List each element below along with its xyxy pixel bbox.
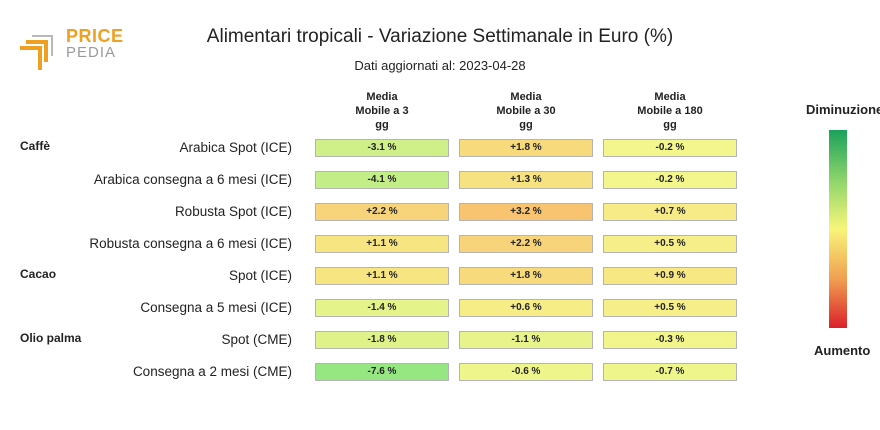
column-header-line: Mobile a 3 (355, 105, 409, 117)
heatmap-cell: +1.8 % (459, 139, 593, 157)
heatmap-cell: +1.3 % (459, 171, 593, 189)
heatmap-cell: -7.6 % (315, 363, 449, 381)
row-label: Arabica Spot (ICE) (179, 140, 292, 155)
column-header-line: Mobile a 30 (496, 105, 556, 117)
heatmap-cell: -1.1 % (459, 331, 593, 349)
row-label: Robusta Spot (ICE) (174, 204, 292, 219)
heatmap-cell: -4.1 % (315, 171, 449, 189)
column-header-line: Media (654, 91, 686, 103)
column-header-line: Media (366, 91, 398, 103)
column-header-line: gg (519, 119, 533, 131)
legend-color-scale (829, 130, 847, 328)
pricepedia-logo (18, 24, 128, 74)
column-header: Media Mobile a 3 gg (315, 90, 449, 132)
logo-text-price: PRICE (66, 26, 124, 46)
heatmap-cell: -0.7 % (603, 363, 737, 381)
column-header-line: gg (663, 119, 677, 131)
group-label: Caffè (20, 139, 51, 153)
heatmap-cell: -3.1 % (315, 139, 449, 157)
heatmap-cell: -0.6 % (459, 363, 593, 381)
heatmap-cell: -1.4 % (315, 299, 449, 317)
column-header-line: Mobile a 180 (637, 105, 703, 117)
row-label: Arabica consegna a 6 mesi (ICE) (93, 172, 292, 187)
heatmap-cell: +2.2 % (315, 203, 449, 221)
heatmap-cell: -0.2 % (603, 171, 737, 189)
heatmap-cell: +0.9 % (603, 267, 737, 285)
logo-text-pedia: PEDIA (66, 44, 117, 61)
heatmap-cell: -1.8 % (315, 331, 449, 349)
heatmap-cell: -0.2 % (603, 139, 737, 157)
heatmap-cell: +1.1 % (315, 235, 449, 253)
heatmap-cell: -0.3 % (603, 331, 737, 349)
heatmap-cell: +1.8 % (459, 267, 593, 285)
row-label: Consegna a 5 mesi (ICE) (140, 300, 292, 315)
heatmap-cell: +2.2 % (459, 235, 593, 253)
column-header: Media Mobile a 180 gg (603, 90, 737, 132)
heatmap-cell: +3.2 % (459, 203, 593, 221)
heatmap-cell: +0.7 % (603, 203, 737, 221)
column-header: Media Mobile a 30 gg (459, 90, 593, 132)
row-label: Robusta consegna a 6 mesi (ICE) (89, 236, 292, 251)
chart-title: Alimentari tropicali - Variazione Settim… (206, 26, 674, 47)
heatmap-cell: +1.1 % (315, 267, 449, 285)
heatmap-cell: +0.5 % (603, 235, 737, 253)
heatmap-cell: +0.6 % (459, 299, 593, 317)
legend-top-label: Diminuzione (806, 102, 880, 117)
legend-bottom-label: Aumento (814, 343, 871, 358)
row-label: Consegna a 2 mesi (CME) (132, 364, 292, 379)
logo-mark-icon (20, 35, 53, 70)
heatmap-cell: +0.5 % (603, 299, 737, 317)
row-label: Spot (ICE) (228, 268, 292, 283)
column-header-line: gg (375, 119, 389, 131)
group-label: Cacao (20, 267, 57, 281)
row-label: Spot (CME) (221, 332, 292, 347)
chart-subtitle: Dati aggiornati al: 2023-04-28 (354, 58, 526, 73)
column-header-line: Media (510, 91, 542, 103)
group-label: Olio palma (20, 331, 82, 345)
